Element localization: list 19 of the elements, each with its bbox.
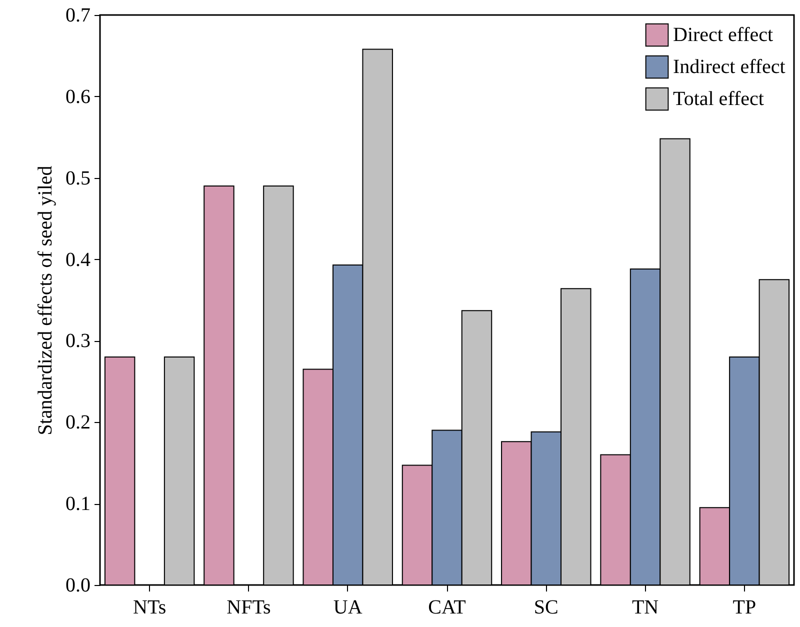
y-tick-label: 0.5 (66, 167, 90, 190)
y-tick-label: 0.4 (66, 248, 90, 271)
x-tick-label: NFTs (226, 596, 272, 618)
y-tick-label: 0.0 (66, 574, 90, 596)
x-tick-label: CAT (428, 596, 466, 618)
x-tick-label: NTs (133, 596, 166, 618)
legend-label: Total effect (673, 88, 764, 110)
x-tick-label: TN (632, 596, 659, 618)
x-tick-label: TP (732, 596, 756, 618)
y-tick-label: 0.1 (66, 493, 90, 516)
legend-label: Direct effect (673, 24, 774, 46)
y-tick-label: 0.6 (66, 86, 90, 108)
x-tick-label: UA (333, 596, 363, 618)
y-tick-label: 0.2 (66, 412, 90, 434)
y-tick-label: 0.3 (66, 330, 90, 352)
legend-label: Indirect effect (673, 56, 786, 78)
y-axis-title: Standardized effects of seed yiled (34, 166, 56, 436)
y-tick-label: 0.7 (66, 4, 90, 26)
x-tick-label: SC (534, 596, 558, 618)
